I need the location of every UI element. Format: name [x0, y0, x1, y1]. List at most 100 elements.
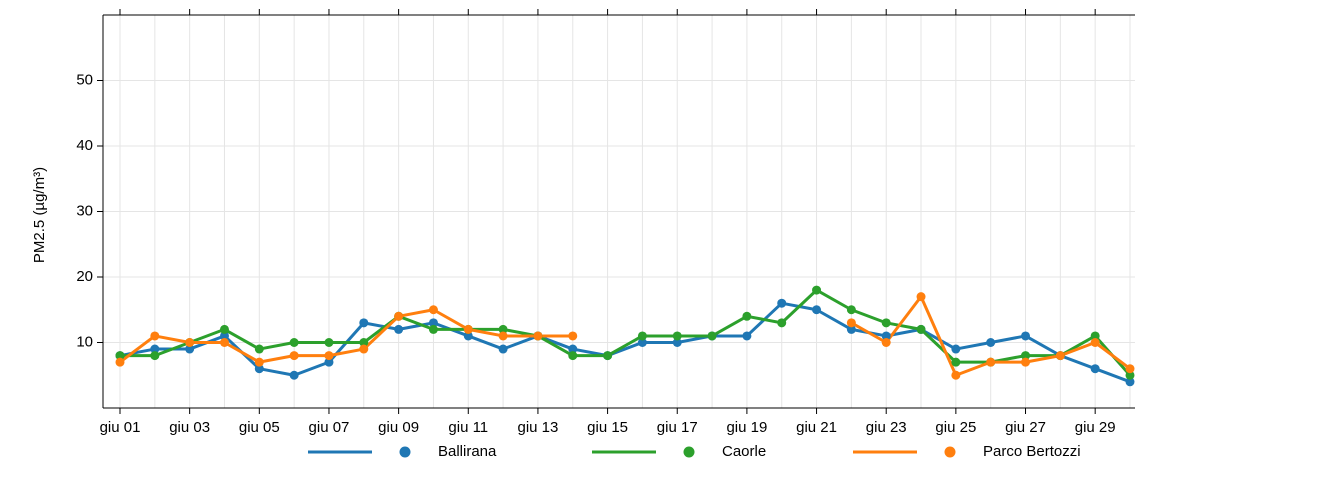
- x-tick-label: giu 11: [448, 419, 488, 436]
- data-point: [219, 331, 229, 341]
- data-point: [568, 351, 578, 361]
- data-point: [498, 344, 508, 354]
- data-point: [812, 305, 822, 315]
- data-point: [185, 344, 195, 354]
- data-point: [428, 305, 438, 315]
- series-line: [120, 288, 1132, 377]
- data-point: [254, 364, 264, 374]
- data-point: [289, 370, 299, 380]
- x-tick-label: giu 13: [517, 419, 558, 436]
- y-tick-label: 50: [76, 71, 93, 88]
- data-point: [777, 318, 787, 328]
- data-point: [115, 357, 125, 367]
- y-tick-label: 40: [76, 137, 93, 154]
- data-point: [254, 344, 264, 354]
- data-point: [289, 338, 299, 347]
- legend-marker: [944, 446, 956, 458]
- data-point: [916, 324, 926, 334]
- data-point: [951, 357, 961, 367]
- x-tick-label: giu 01: [100, 419, 141, 436]
- data-point: [428, 324, 438, 334]
- data-point: [1021, 357, 1031, 367]
- data-point: [777, 298, 787, 308]
- data-point: [916, 292, 926, 302]
- y-tick-label: 20: [76, 268, 93, 285]
- data-point: [359, 318, 369, 328]
- data-point: [185, 338, 195, 347]
- data-point: [498, 331, 508, 341]
- data-point: [463, 331, 473, 341]
- x-tick-label: giu 03: [169, 419, 210, 436]
- data-point: [881, 331, 891, 341]
- y-axis-label: PM2.5 (µg/m³): [31, 167, 48, 263]
- data-point: [951, 370, 961, 380]
- data-point: [846, 318, 856, 328]
- data-point: [289, 351, 299, 361]
- x-tick-label: giu 07: [309, 419, 350, 436]
- data-point: [1125, 364, 1135, 374]
- data-point: [150, 351, 160, 361]
- data-point: [463, 324, 473, 334]
- y-tick-label: 10: [76, 333, 93, 350]
- x-tick-label: giu 17: [657, 419, 698, 436]
- data-point: [846, 305, 856, 315]
- data-point: [881, 318, 891, 328]
- y-tick-label: 30: [76, 202, 93, 219]
- legend-label: Parco Bertozzi: [983, 443, 1081, 460]
- data-point: [603, 351, 613, 361]
- series-line: [119, 301, 1131, 384]
- data-point: [428, 318, 438, 328]
- data-point: [1090, 331, 1100, 341]
- x-tick-label: giu 05: [239, 419, 280, 436]
- data-point: [1090, 364, 1100, 374]
- data-point: [951, 344, 961, 354]
- legend-marker: [683, 446, 695, 458]
- data-point: [498, 324, 508, 334]
- data-point: [324, 351, 334, 361]
- data-point: [150, 344, 160, 354]
- x-tick-label: giu 09: [378, 419, 419, 436]
- data-point: [707, 331, 717, 341]
- data-point: [568, 344, 578, 354]
- data-point: [986, 338, 996, 347]
- data-point: [394, 324, 404, 334]
- data-point: [672, 331, 682, 341]
- data-point: [150, 331, 160, 341]
- x-tick-label: giu 29: [1075, 419, 1116, 436]
- data-point: [394, 311, 404, 321]
- data-point: [742, 331, 752, 341]
- legend-label: Caorle: [722, 443, 766, 460]
- x-tick-label: giu 23: [866, 419, 907, 436]
- data-point: [637, 338, 647, 347]
- data-point: [672, 338, 682, 347]
- data-point: [219, 338, 229, 347]
- data-point: [637, 331, 647, 341]
- data-point: [324, 357, 334, 367]
- data-point: [1021, 331, 1031, 341]
- x-tick-label: giu 21: [796, 419, 837, 436]
- data-point: [324, 338, 334, 347]
- x-tick-label: giu 15: [587, 419, 628, 436]
- data-point: [533, 331, 543, 341]
- data-point: [359, 338, 369, 347]
- data-point: [1125, 377, 1135, 387]
- data-point: [568, 331, 578, 341]
- data-point: [1021, 351, 1031, 361]
- data-point: [115, 351, 125, 361]
- data-point: [812, 285, 822, 295]
- data-point: [1055, 351, 1065, 361]
- data-point: [986, 357, 996, 367]
- data-point: [359, 344, 369, 354]
- data-point: [1090, 338, 1100, 347]
- legend-label: Ballirana: [438, 443, 497, 460]
- data-point: [742, 311, 752, 321]
- x-tick-label: giu 27: [1005, 419, 1046, 436]
- data-point: [219, 324, 229, 334]
- data-point: [1125, 370, 1135, 380]
- x-tick-label: giu 19: [726, 419, 767, 436]
- data-point: [254, 357, 264, 367]
- data-point: [846, 324, 856, 334]
- legend-marker: [399, 446, 411, 458]
- data-point: [881, 338, 891, 347]
